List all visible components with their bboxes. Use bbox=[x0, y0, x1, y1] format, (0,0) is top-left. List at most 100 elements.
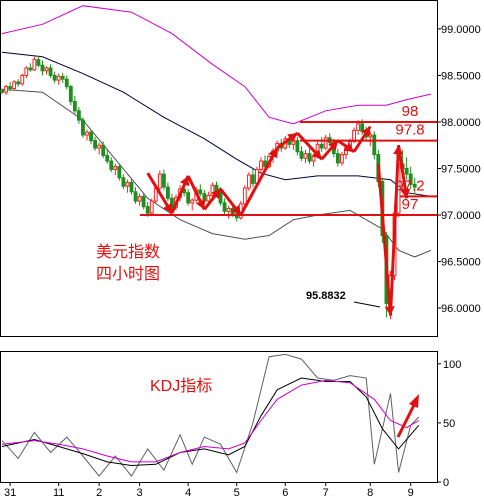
trend-arrow-shaft bbox=[388, 145, 401, 316]
y-tick-label: 98.5000 bbox=[441, 70, 481, 82]
trend-arrow-head bbox=[311, 149, 322, 160]
candle-body bbox=[299, 151, 304, 159]
candle-body bbox=[356, 123, 361, 131]
candle bbox=[259, 157, 263, 174]
candle bbox=[97, 142, 102, 155]
candle bbox=[323, 135, 328, 150]
kdj-panel: 100 50 0 KDJ指标 bbox=[0, 351, 461, 489]
candle-body bbox=[101, 144, 106, 156]
level-label: 97.2 bbox=[395, 177, 424, 194]
candle-body bbox=[259, 160, 263, 170]
trend-arrow-head bbox=[179, 175, 190, 187]
candle-body bbox=[109, 160, 114, 170]
chart-subtitle: 四小时图 bbox=[96, 265, 160, 283]
kdj-line-k bbox=[1, 353, 420, 477]
trend-arrow-head bbox=[268, 148, 278, 159]
candle bbox=[222, 198, 227, 216]
candle-body bbox=[8, 86, 13, 89]
candle-body bbox=[0, 89, 4, 93]
trend-arrow bbox=[203, 188, 222, 211]
x-tick-label: 4 bbox=[185, 487, 191, 498]
candle bbox=[72, 95, 77, 114]
candle bbox=[24, 66, 29, 79]
candle-body bbox=[60, 75, 65, 80]
kdj-tick-label: 0 bbox=[443, 477, 449, 489]
kdj-line-d bbox=[1, 377, 420, 467]
band-upper bbox=[1, 5, 432, 125]
candle bbox=[170, 193, 174, 211]
candle bbox=[137, 193, 142, 206]
band-lower bbox=[1, 88, 432, 258]
trend-arrow-head bbox=[211, 188, 221, 200]
candle bbox=[166, 182, 170, 202]
trend-arrow-shaft bbox=[376, 163, 392, 316]
candle bbox=[85, 129, 89, 141]
price-y-axis: 99.0000 98.5000 98.0000 97.5000 97.0000 96.50… bbox=[437, 24, 481, 315]
candle bbox=[404, 157, 409, 180]
trend-arrow bbox=[186, 175, 206, 211]
candle bbox=[190, 198, 195, 211]
candle bbox=[81, 117, 85, 138]
candle-body bbox=[89, 131, 93, 142]
candle bbox=[52, 71, 57, 83]
trend-arrow-shaft bbox=[239, 147, 279, 216]
date-x-axis: 31 11 2 3 4 5 6 7 8 9 bbox=[4, 482, 414, 498]
kdj-panel-frame bbox=[0, 351, 438, 483]
candle-body bbox=[20, 74, 25, 85]
candle-body bbox=[44, 67, 49, 72]
candle-body bbox=[133, 191, 138, 202]
candle-body bbox=[250, 174, 255, 184]
trend-arrow bbox=[146, 172, 174, 214]
candle bbox=[299, 146, 304, 162]
kdj-tick-label: 50 bbox=[443, 418, 455, 430]
candle bbox=[198, 184, 203, 197]
candle-body bbox=[52, 74, 57, 81]
candle-body bbox=[28, 67, 33, 71]
candle-body bbox=[64, 78, 69, 88]
candle bbox=[105, 149, 110, 164]
x-tick-label: 6 bbox=[282, 487, 288, 498]
candle bbox=[250, 168, 255, 188]
level-lines: 98 97.8 97.2 97 bbox=[140, 103, 437, 217]
candle bbox=[161, 169, 166, 190]
candle bbox=[129, 178, 134, 195]
price-panel: 98 97.8 97.2 97 99.0000 98.5000 98.0000 97.500… bbox=[0, 0, 481, 337]
candle-body bbox=[222, 202, 227, 212]
candle bbox=[186, 188, 191, 206]
trend-arrow bbox=[276, 131, 299, 150]
candle-body bbox=[339, 154, 344, 164]
candle bbox=[101, 141, 106, 159]
candle-body bbox=[72, 101, 77, 112]
candle bbox=[93, 136, 98, 151]
candle-body bbox=[16, 81, 21, 85]
bollinger-bands bbox=[1, 5, 432, 258]
trend-arrow bbox=[296, 132, 323, 161]
x-tick-label: 8 bbox=[367, 487, 373, 498]
level-label: 97 bbox=[402, 196, 419, 213]
candle bbox=[121, 174, 126, 189]
candle bbox=[12, 80, 17, 91]
candle-body bbox=[323, 137, 328, 149]
kdj-y-axis: 100 50 0 bbox=[437, 359, 461, 489]
candle-body bbox=[129, 181, 134, 193]
candle bbox=[335, 148, 340, 167]
candle bbox=[295, 136, 300, 156]
candle bbox=[89, 129, 93, 145]
low-leader-line bbox=[353, 301, 381, 308]
kdj-tick-label: 100 bbox=[443, 359, 461, 371]
candle bbox=[28, 63, 33, 72]
candle bbox=[64, 75, 69, 90]
kdj-rising-arrow bbox=[396, 394, 419, 438]
candle bbox=[210, 182, 215, 199]
candle bbox=[44, 66, 49, 75]
candle-body bbox=[404, 168, 409, 175]
candle-body bbox=[372, 134, 377, 156]
candle-body bbox=[149, 200, 154, 214]
candle bbox=[48, 64, 53, 79]
trend-arrow bbox=[320, 139, 339, 161]
candle bbox=[303, 149, 308, 163]
y-tick-label: 99.0000 bbox=[441, 24, 481, 36]
candle-body bbox=[125, 181, 130, 187]
low-annotation: 95.8832 bbox=[306, 290, 381, 308]
candle-body bbox=[206, 194, 211, 202]
